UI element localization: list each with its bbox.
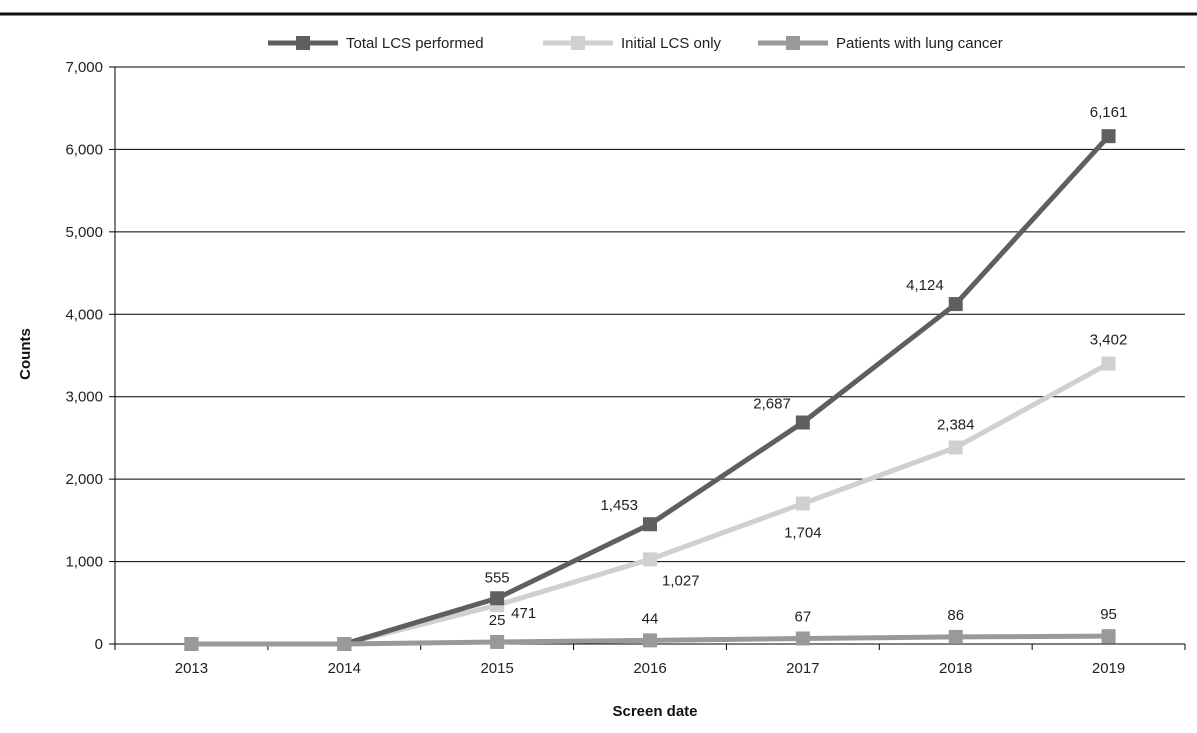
data-label: 3,402 xyxy=(1090,332,1128,349)
x-tick-label: 2017 xyxy=(786,660,819,677)
data-label: 86 xyxy=(947,607,964,624)
legend-marker-swatch xyxy=(786,36,800,50)
series-line-0 xyxy=(191,134,1111,647)
data-label: 471 xyxy=(511,605,536,622)
y-axis-title: Counts xyxy=(17,328,34,380)
data-point-marker xyxy=(948,297,963,312)
legend-item: Patients with lung cancer xyxy=(758,35,1003,52)
x-tick-label: 2019 xyxy=(1092,660,1125,677)
data-label: 95 xyxy=(1100,606,1117,623)
data-label: 44 xyxy=(642,610,659,627)
y-tick-label: 3,000 xyxy=(65,389,103,406)
legend-item: Total LCS performed xyxy=(268,35,484,52)
data-point-marker xyxy=(795,631,810,646)
data-point-marker xyxy=(490,634,505,649)
series-line-1 xyxy=(191,361,1110,647)
legend-item: Initial LCS only xyxy=(543,35,722,52)
y-tick-label: 5,000 xyxy=(65,224,103,241)
data-point-marker xyxy=(1101,129,1116,144)
x-tick-label: 2014 xyxy=(328,660,361,677)
data-label: 1,027 xyxy=(662,572,700,589)
x-tick-label: 2013 xyxy=(175,660,208,677)
data-point-marker xyxy=(643,552,657,567)
y-tick-label: 4,000 xyxy=(65,306,103,323)
data-point-marker xyxy=(795,415,810,430)
series-layer xyxy=(184,129,1116,651)
x-tick-label: 2018 xyxy=(939,660,972,677)
x-tick-label: 2015 xyxy=(480,660,513,677)
data-point-marker xyxy=(184,637,199,651)
legend: Total LCS performed Initial LCS only Patie… xyxy=(268,35,1003,52)
data-point-marker xyxy=(1101,629,1116,644)
x-tick-label: 2016 xyxy=(633,660,666,677)
data-label: 1,453 xyxy=(600,497,638,514)
legend-marker-swatch xyxy=(296,36,310,50)
data-point-marker xyxy=(490,591,505,606)
x-axis-title: Screen date xyxy=(612,703,697,720)
y-tick-label: 7,000 xyxy=(65,59,103,76)
legend-marker-swatch xyxy=(571,36,585,50)
data-label-layer: 555 1,453 2,687 4,124 6,161 471 1,027 1,704 2,38… xyxy=(485,104,1128,629)
y-tick-label: 0 xyxy=(95,636,103,653)
data-label: 2,687 xyxy=(753,396,791,413)
legend-label: Patients with lung cancer xyxy=(836,35,1003,52)
data-label: 6,161 xyxy=(1090,104,1128,121)
data-point-marker xyxy=(1101,356,1116,371)
y-tick-label: 6,000 xyxy=(65,141,103,158)
data-point-marker xyxy=(643,633,657,648)
y-tick-label: 2,000 xyxy=(65,471,103,488)
data-point-marker xyxy=(948,629,963,644)
data-label: 1,704 xyxy=(784,525,822,542)
data-point-marker xyxy=(948,440,963,455)
data-label: 555 xyxy=(485,569,510,586)
data-label: 4,124 xyxy=(906,277,944,294)
data-label: 25 xyxy=(489,612,506,629)
data-point-marker xyxy=(337,637,352,651)
data-point-marker xyxy=(643,517,657,532)
data-label: 67 xyxy=(795,608,812,625)
data-label: 2,384 xyxy=(937,416,975,433)
legend-label: Initial LCS only xyxy=(621,35,722,52)
y-tick-label: 1,000 xyxy=(65,554,103,571)
legend-label: Total LCS performed xyxy=(346,35,484,52)
data-point-marker xyxy=(795,496,810,511)
axis-layer: 0 1,000 2,000 3,000 4,000 5,000 6,000 7,000 2013… xyxy=(65,59,1186,677)
